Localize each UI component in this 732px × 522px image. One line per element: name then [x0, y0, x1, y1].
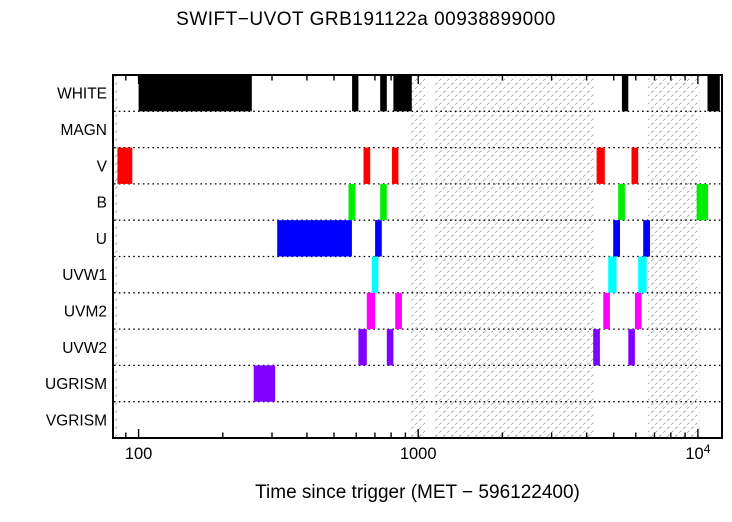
u-exposure-bar [277, 220, 352, 257]
filter-label-uvw2: UVW2 [62, 340, 107, 357]
axis-ticks [125, 75, 699, 438]
x-tick-label: 100 [125, 445, 153, 463]
filter-row-labels: WHITE MAGN V B U UVW1 UVM2 UVW2 UGRISM VGRISM [45, 86, 108, 430]
uvw2-exposure-bar [358, 329, 367, 366]
filter-label-u: U [96, 231, 107, 248]
filter-label-uvm2: UVM2 [64, 303, 107, 320]
uvw1-exposure-bar [608, 256, 617, 293]
white-exposure-bar [393, 75, 412, 112]
white-exposure-bar [352, 75, 359, 112]
ugrism-exposure-bar [253, 365, 276, 402]
white-exposure-bar [380, 75, 387, 112]
u-exposure-bar [613, 220, 620, 257]
uvm2-exposure-bar [366, 292, 375, 330]
b-exposure-bar [696, 183, 709, 221]
filter-label-magn: MAGN [61, 122, 108, 139]
filter-label-uvw1: UVW1 [62, 267, 107, 284]
v-exposure-bar [631, 147, 639, 184]
filter-label-ugrism: UGRISM [45, 376, 107, 393]
b-exposure-bar [348, 183, 356, 221]
uvw1-exposure-bar [371, 256, 379, 293]
uvm2-exposure-bar [634, 292, 642, 330]
filter-label-white: WHITE [57, 86, 107, 103]
u-exposure-bar [643, 220, 650, 257]
uvw2-exposure-bar [628, 329, 635, 366]
v-exposure-bar [391, 147, 399, 184]
filter-label-b: B [97, 195, 107, 212]
x-tick-label: 1000 [400, 445, 437, 463]
uvw2-exposure-bar [593, 329, 600, 366]
uvm2-exposure-bar [395, 292, 402, 330]
x-tick-label: 104 [685, 442, 710, 463]
uvw2-exposure-bar [386, 329, 394, 366]
v-exposure-bar [117, 147, 133, 184]
white-exposure-bar [707, 75, 720, 112]
b-exposure-bar [618, 183, 625, 221]
b-exposure-bar [380, 183, 387, 221]
white-exposure-bar [138, 75, 252, 112]
white-exposure-bar [621, 75, 629, 112]
uvm2-exposure-bar [603, 292, 610, 330]
page-title: SWIFT−UVOT GRB191122a 00938899000 [176, 9, 556, 30]
v-exposure-bar [363, 147, 371, 184]
exposure-bars-layer [117, 75, 720, 402]
filter-label-vgrism: VGRISM [46, 412, 107, 429]
uvw1-exposure-bar [638, 256, 647, 293]
unobservable-hatch-band [113, 75, 119, 438]
x-tick-labels: 100 1000 104 [125, 442, 711, 463]
x-axis-title: Time since trigger (MET − 596122400) [255, 482, 580, 503]
v-exposure-bar [596, 147, 605, 184]
u-exposure-bar [375, 220, 382, 257]
unobservable-hatch-band [647, 75, 700, 438]
filter-label-v: V [97, 158, 108, 175]
